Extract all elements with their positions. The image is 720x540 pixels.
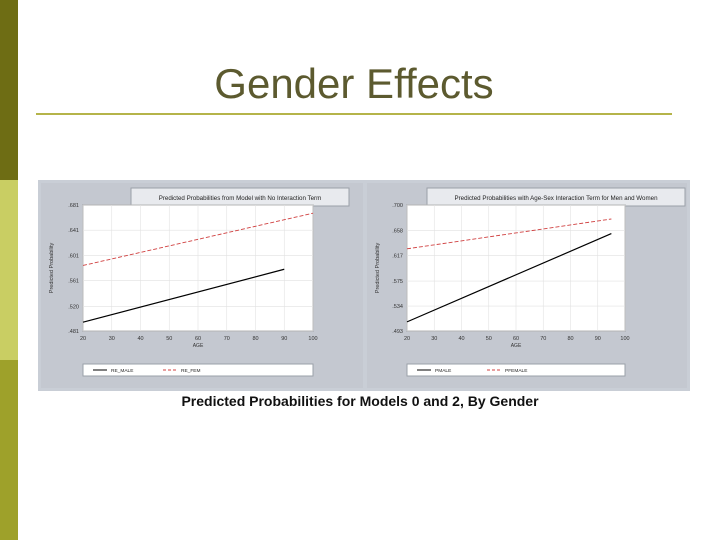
figure-caption: Predicted Probabilities for Models 0 and… [181,393,539,409]
x-tick-label: 100 [308,336,317,342]
y-tick-label: .658 [392,229,403,235]
x-axis-label: AGE [193,343,204,349]
x-tick-label: 40 [137,336,143,342]
x-tick-label: 80 [252,336,258,342]
y-tick-label: .561 [68,279,79,285]
chart-left: Predicted Probabilities from Model with … [49,187,350,377]
title-divider [36,113,672,115]
sidebar-bar-light [0,180,18,360]
x-tick-label: 70 [224,336,230,342]
sidebar-bar-mid [0,360,18,540]
sidebar-bar-dark [0,0,18,180]
x-tick-label: 60 [195,336,201,342]
y-tick-label: .681 [68,203,79,209]
legend-box [406,363,626,377]
chart-panel-right: Predicted Probabilities with Age-Sex Int… [367,183,687,388]
x-tick-label: 30 [431,336,437,342]
y-tick-label: .493 [392,329,403,335]
chart-title: Predicted Probabilities with Age-Sex Int… [454,195,658,202]
chart-title: Predicted Probabilities from Model with … [159,195,322,202]
y-tick-label: .601 [68,253,79,259]
y-tick-label: .700 [392,203,403,209]
x-tick-label: 20 [404,336,410,342]
x-tick-label: 60 [513,336,519,342]
x-tick-label: 70 [540,336,546,342]
x-axis-label: AGE [511,343,522,349]
y-tick-label: .481 [68,329,79,335]
y-tick-label: .641 [68,228,79,234]
legend-box [82,363,314,377]
x-tick-label: 40 [458,336,464,342]
chart-right: Predicted Probabilities with Age-Sex Int… [375,187,686,377]
legend-label: PMALE [435,368,451,374]
series-line-re_male [82,268,285,323]
x-tick-label: 50 [486,336,492,342]
x-tick-label: 100 [620,336,629,342]
y-tick-label: .575 [392,279,403,285]
x-tick-label: 30 [109,336,115,342]
x-tick-label: 90 [281,336,287,342]
series-line-pfemale [406,218,612,250]
x-tick-label: 80 [567,336,573,342]
legend-label: RE_FEM [181,368,200,374]
y-axis-label: Predicted Probability [375,243,381,294]
legend-label: PFEMALE [505,368,527,374]
x-tick-label: 20 [80,336,86,342]
y-tick-label: .617 [392,254,403,260]
x-tick-label: 90 [595,336,601,342]
y-tick-label: .534 [392,304,403,310]
series-line-re_fem [82,212,314,266]
figure-panel: Predicted Probabilities from Model with … [38,180,690,391]
y-tick-label: .520 [68,304,79,310]
chart-panel-left: Predicted Probabilities from Model with … [41,183,363,388]
slide-title: Gender Effects [214,60,494,107]
y-axis-label: Predicted Probability [49,243,55,294]
series-line-pmale [406,233,612,323]
x-tick-label: 50 [166,336,172,342]
legend-label: RE_MALE [111,368,133,374]
